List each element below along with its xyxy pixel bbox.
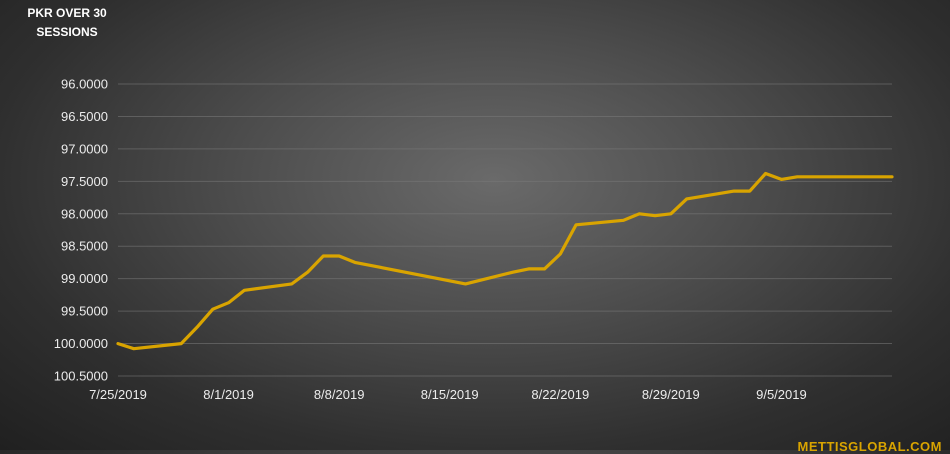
x-tick-label: 7/25/2019 bbox=[89, 387, 147, 402]
watermark-text: METTISGLOBAL.COM bbox=[797, 439, 942, 454]
chart-title: PKR OVER 30 SESSIONS bbox=[27, 6, 107, 39]
x-tick-label: 8/15/2019 bbox=[421, 387, 479, 402]
y-tick-label: 96.0000 bbox=[61, 77, 108, 92]
y-tick-label: 98.5000 bbox=[61, 239, 108, 254]
y-tick-label: 96.5000 bbox=[61, 109, 108, 124]
x-axis-tick-labels: 7/25/2019 8/1/2019 8/8/2019 8/15/2019 8/22/2… bbox=[89, 387, 807, 402]
x-tick-label: 8/29/2019 bbox=[642, 387, 700, 402]
y-tick-label: 99.0000 bbox=[61, 271, 108, 286]
y-tick-label: 100.5000 bbox=[54, 369, 108, 384]
gridlines bbox=[118, 83, 892, 377]
x-tick-label: 9/5/2019 bbox=[756, 387, 807, 402]
y-tick-label: 98.0000 bbox=[61, 206, 108, 221]
y-axis-tick-labels: 96.0000 96.5000 97.0000 97.5000 98.0000 98.50… bbox=[54, 77, 108, 384]
y-tick-label: 97.0000 bbox=[61, 141, 108, 156]
x-tick-label: 8/1/2019 bbox=[203, 387, 254, 402]
series-layer bbox=[116, 171, 894, 351]
x-tick-label: 8/22/2019 bbox=[531, 387, 589, 402]
y-tick-label: 100.0000 bbox=[54, 336, 108, 351]
y-tick-label: 97.5000 bbox=[61, 174, 108, 189]
y-tick-label: 99.5000 bbox=[61, 304, 108, 319]
x-tick-label: 8/8/2019 bbox=[314, 387, 365, 402]
series-line bbox=[116, 171, 894, 351]
